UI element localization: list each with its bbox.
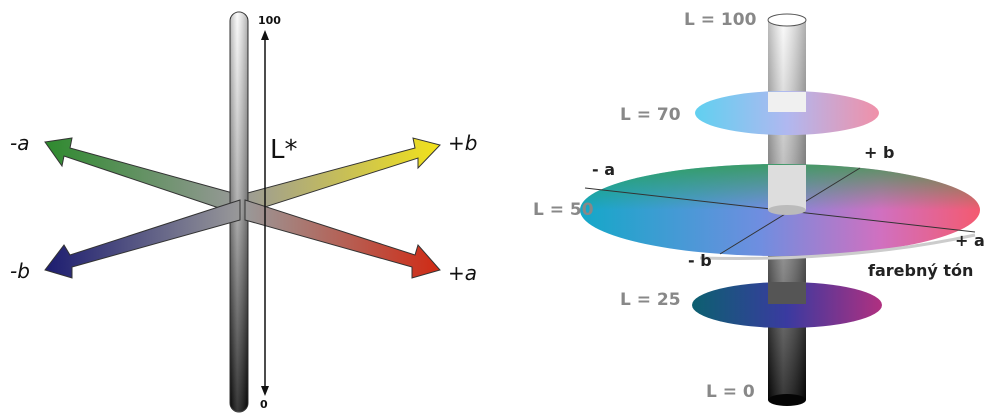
l70-label: L = 70: [620, 105, 681, 125]
l-axis-label: L*: [270, 135, 298, 165]
plus-b-label: +b: [448, 131, 477, 155]
plus-b-label: + b: [864, 143, 894, 162]
minus-b-label: -b: [10, 259, 30, 283]
color-solid: [580, 14, 980, 406]
plus-a-label: + a: [955, 231, 985, 250]
l50-label: L = 50: [533, 200, 594, 220]
l0-label: L = 0: [706, 382, 755, 402]
hue-label: farebný tón: [868, 261, 973, 280]
diagram: L* 100 0 -a +b -b +a L = 100 L = 70 L = …: [0, 0, 994, 416]
minus-a-label: -a: [10, 131, 29, 155]
minus-a-label: - a: [592, 160, 615, 179]
plus-a-label: +a: [448, 261, 477, 285]
lab-axes: [45, 12, 440, 412]
l-max: 100: [258, 14, 281, 27]
l-min: 0: [260, 398, 268, 411]
l25-label: L = 25: [620, 290, 681, 310]
l100-label: L = 100: [684, 10, 757, 30]
minus-b-label: - b: [688, 251, 712, 270]
